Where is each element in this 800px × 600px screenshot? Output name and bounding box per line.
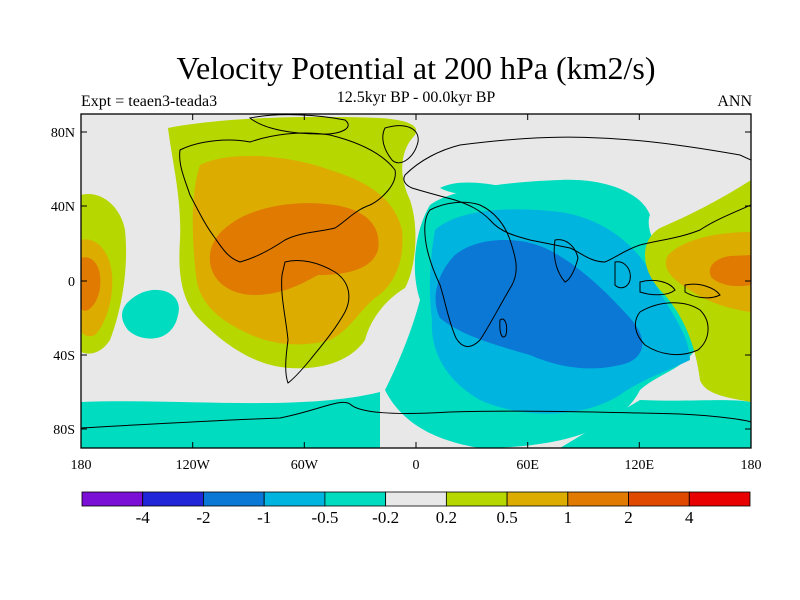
contour-neg-small-atlantic-n [440,182,500,196]
colorbar-label: 0.5 [496,508,517,527]
colorbar-label: 4 [685,508,694,527]
contour-neg-southern-band-east [560,400,751,448]
contour-neg-small-pacific [122,289,179,339]
lon-tick-marks [80,114,752,448]
colorbar-label: -0.2 [372,508,399,527]
contour-field [81,114,751,448]
lat-tick-label: 0 [68,275,75,290]
colorbar-label: 2 [624,508,633,527]
colorbar-label: -1 [257,508,271,527]
coastlines [81,114,751,429]
colorbar: -4 -2 -1 -0.5 -0.2 0.2 0.5 1 2 4 [81,491,751,527]
lat-tick-marks [81,131,751,430]
lon-tick-label: 120E [625,458,655,473]
lat-tick-label: 80S [53,423,75,438]
colorbar-swatch [688,491,751,507]
lon-tick-label: 180 [71,458,92,473]
lon-tick-label: 180 [741,458,762,473]
lon-tick-label: 60W [291,458,319,473]
contour-pos-orange-east [709,255,751,287]
colorbar-label: -0.5 [311,508,338,527]
colorbar-swatch [324,491,387,507]
season-label: ANN [717,93,752,110]
colorbar-swatch [203,491,265,507]
colorbar-swatch [506,491,569,507]
lon-tick-label: 60E [516,458,539,473]
colorbar-label: 0.2 [436,508,457,527]
lat-tick-label: 80N [51,126,75,141]
experiment-label: Expt = teaen3-teada3 [81,93,218,110]
colorbar-swatch [263,491,326,507]
colorbar-swatch [142,491,204,507]
colorbar-swatch [445,491,508,507]
lat-tick-label: 40N [51,200,75,215]
colorbar-label: 1 [564,508,573,527]
subtitle: 12.5kyr BP - 00.0kyr BP [336,89,496,106]
colorbar-swatch [567,491,629,507]
colorbar-swatch [81,491,144,507]
contour-neg-blue [435,239,643,369]
lat-tick-label: 40S [53,349,75,364]
contour-pos-orange-americas [209,203,379,295]
lon-tick-label: 0 [413,458,420,473]
colorbar-label: -4 [136,508,151,527]
colorbar-swatch [628,491,690,507]
contour-pos-orange-west [81,257,101,311]
lon-tick-label: 120W [176,458,211,473]
colorbar-label: -2 [196,508,210,527]
page-title: Velocity Potential at 200 hPa (km2/s) [176,50,656,86]
contour-pos-yellow-east [665,232,751,312]
colorbar-swatch [385,491,447,507]
